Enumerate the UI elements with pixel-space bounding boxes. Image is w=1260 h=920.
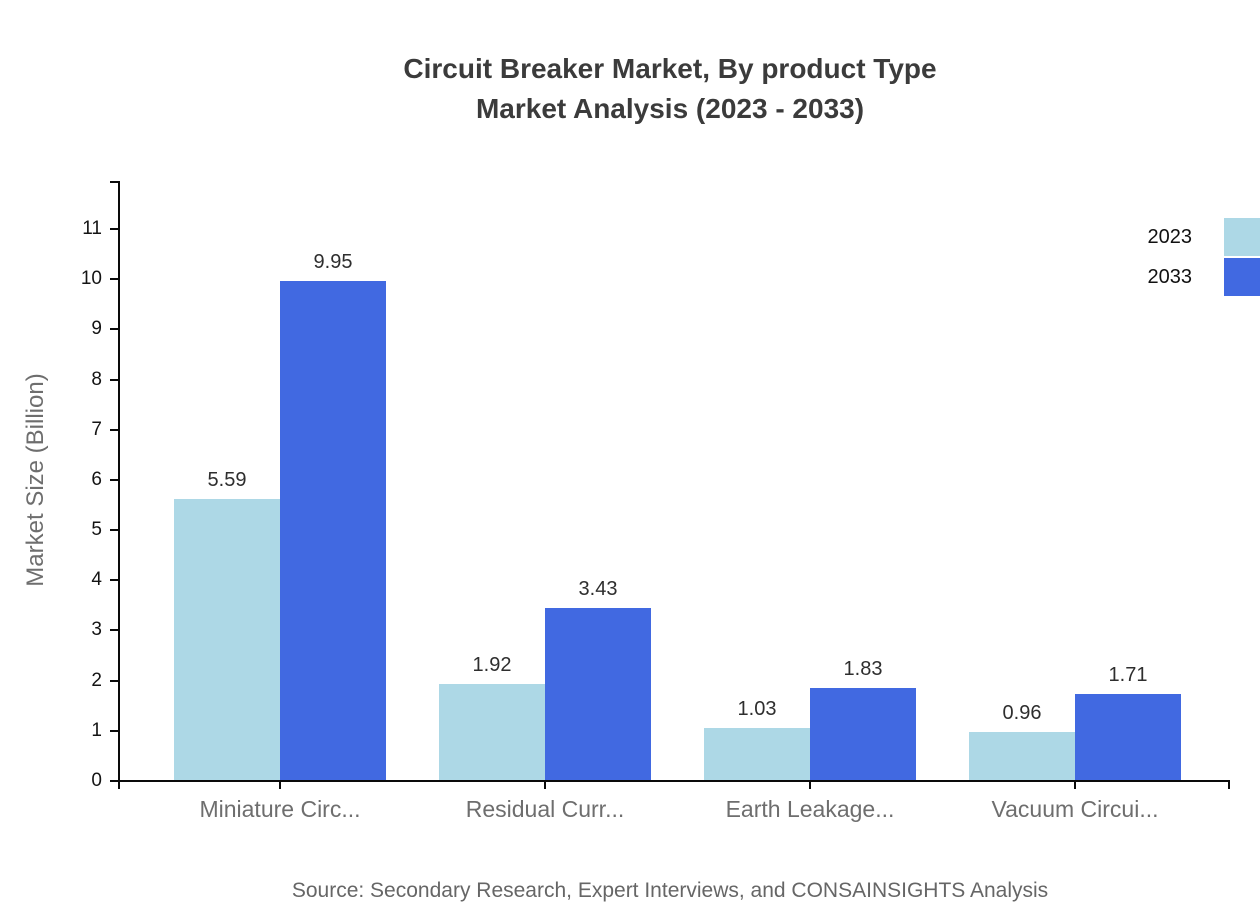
y-axis-tick (110, 780, 118, 782)
x-axis-tick (279, 782, 281, 789)
bar-value-label: 0.96 (1002, 701, 1042, 724)
y-axis-tick-label: 4 (91, 569, 102, 591)
y-axis-tick (110, 478, 118, 481)
bar-value-label: 3.43 (578, 577, 618, 600)
y-axis-tick-label: 7 (91, 418, 102, 440)
bar-value-label: 1.83 (843, 658, 883, 681)
y-axis-end-cap (110, 181, 118, 183)
bar-2023-2 (439, 683, 545, 780)
legend-swatch-2023 (1224, 218, 1260, 256)
y-axis-tick (110, 629, 118, 632)
x-axis-tick (1074, 782, 1076, 789)
page-title-line2: Market Analysis (2023 - 2033) (475, 93, 865, 124)
legend-item-2033: 2033 (1132, 258, 1260, 298)
y-axis-tick-label: 5 (91, 519, 102, 541)
x-axis-end-cap-right (1228, 782, 1230, 789)
page-title: Circuit Breaker Market, By product Type … (80, 49, 1260, 129)
y-axis-tick (110, 328, 118, 331)
x-category-label: Residual Curr... (465, 796, 625, 822)
chart-legend: 2023 2033 (1132, 218, 1260, 298)
y-axis-tick (110, 729, 118, 732)
y-axis-tick (110, 428, 118, 431)
y-axis-tick (110, 228, 118, 231)
bar-2033-1 (280, 280, 386, 780)
bar-2023-3 (704, 728, 810, 780)
bar-value-label: 1.71 (1108, 664, 1148, 687)
x-category-label: Miniature Circ... (199, 796, 361, 822)
y-axis-tick-label: 0 (91, 770, 102, 791)
y-axis-tick (110, 579, 118, 582)
bar-2033-3 (810, 688, 916, 780)
legend-item-2023: 2023 (1132, 218, 1260, 258)
bar-2033-4 (1075, 694, 1181, 780)
page-title-line1: Circuit Breaker Market, By product Type (403, 53, 937, 84)
x-category-label: Earth Leakage... (725, 796, 895, 822)
y-axis-tick-label: 2 (91, 669, 102, 691)
legend-swatch-2033 (1224, 258, 1260, 296)
y-axis-tick-label: 3 (91, 619, 102, 641)
x-axis-line (118, 780, 1230, 782)
y-axis-tick-label: 10 (80, 268, 102, 290)
x-axis-end-cap-left (118, 782, 120, 789)
x-axis-tick (809, 782, 811, 789)
x-axis-tick (544, 782, 546, 789)
y-axis-tick (110, 679, 118, 682)
bar-2033-2 (545, 607, 651, 780)
y-axis-tick (110, 278, 118, 281)
y-axis-tick (110, 529, 118, 532)
bar-2023-4 (969, 731, 1075, 780)
y-axis-tick (110, 378, 118, 381)
y-axis-tick-label: 9 (91, 318, 102, 340)
legend-label-2023: 2023 (1147, 226, 1193, 248)
bar-value-label: 1.92 (472, 653, 512, 676)
y-axis-tick-label: 8 (91, 368, 102, 390)
bar-value-label: 1.03 (737, 698, 777, 721)
source-note: Source: Secondary Research, Expert Inter… (291, 879, 1049, 902)
bar-value-label: 9.95 (313, 250, 353, 273)
y-axis-tick-label: 11 (82, 218, 102, 240)
legend-label-2033: 2033 (1147, 266, 1193, 288)
y-axis-line (118, 181, 120, 782)
y-axis-tick-label: 6 (91, 468, 102, 490)
y-axis-tick-label: 1 (91, 719, 102, 741)
bar-2023-1 (174, 499, 280, 780)
x-category-label: Vacuum Circui... (991, 796, 1159, 822)
bar-value-label: 5.59 (207, 469, 247, 492)
